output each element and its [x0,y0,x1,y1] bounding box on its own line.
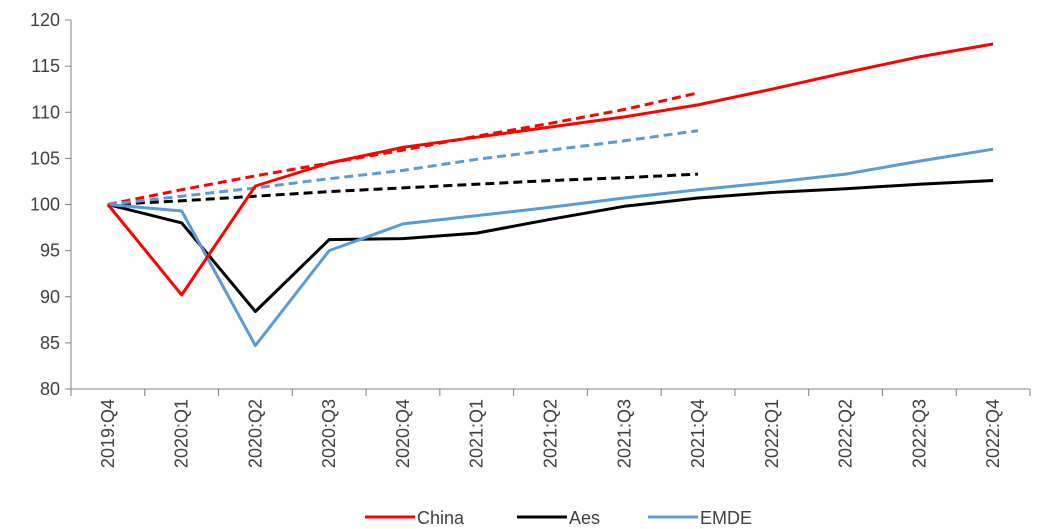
emde-series-line [107,147,994,348]
china-series-line [106,42,994,297]
legend-label-aes: Aes [569,508,600,528]
legend: China Aes EMDE [365,508,752,528]
axes: 80 85 90 95 100 105 110 115 120 2019:Q4 2020:Q1 202… [30,10,1031,468]
x-tick-label: 2020:Q2 [245,399,265,468]
y-tick-label: 115 [31,56,60,76]
x-tick-label: 2022:Q2 [836,399,856,468]
y-tick-label: 80 [40,379,60,399]
y-tick-label: 110 [31,102,60,122]
legend-label-china: China [417,508,465,528]
x-tick-label: 2019:Q4 [98,399,118,468]
y-tick-label: 100 [30,195,60,215]
x-tick-label: 2021:Q4 [688,399,708,468]
x-tick-label: 2022:Q1 [762,399,782,468]
x-tick-label: 2020:Q3 [319,399,339,468]
y-tick-label: 90 [40,287,60,307]
legend-label-emde: EMDE [700,508,752,528]
projection-5-dashed-series-line [107,129,699,206]
projection-4-dashed-series-line [107,172,699,206]
y-tick-label: 95 [40,241,60,261]
y-tick-label: 120 [30,10,60,30]
x-tick-label: 2022:Q3 [909,399,929,468]
x-tick-label: 2022:Q4 [983,399,1003,468]
y-tick-label: 105 [30,148,60,168]
x-tick-label: 2020:Q4 [393,399,413,468]
x-tick-label: 2020:Q1 [172,399,192,468]
x-tick-label: 2021:Q3 [614,399,634,468]
aes-series-line [107,179,994,313]
projection-3-dashed-series-line [107,91,699,206]
x-tick-label: 2021:Q1 [467,399,487,468]
x-tick-label: 2021:Q2 [541,399,561,468]
series-layer [106,42,994,348]
y-tick-label: 85 [40,333,60,353]
